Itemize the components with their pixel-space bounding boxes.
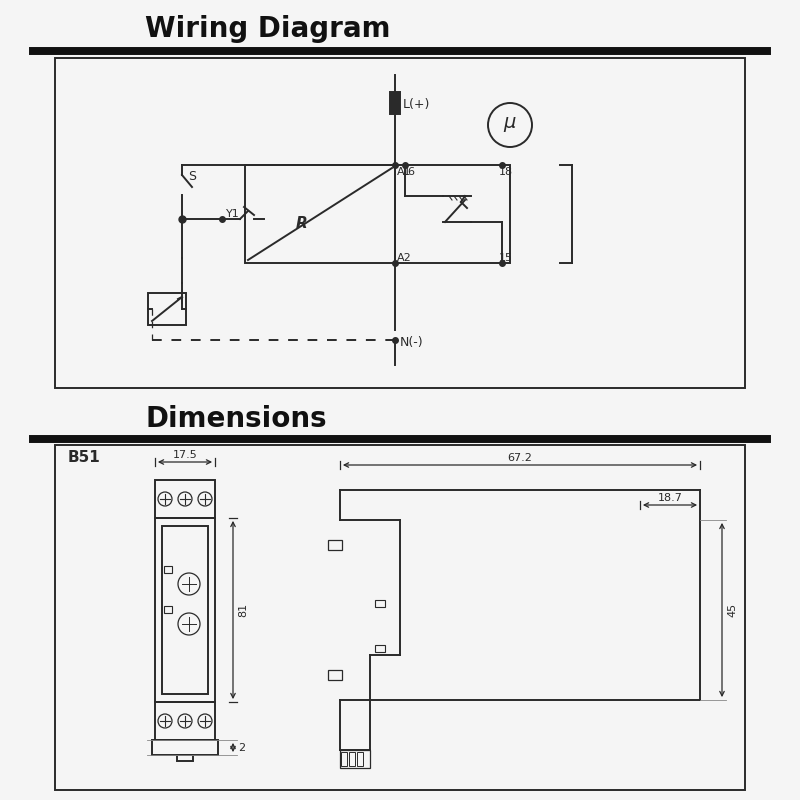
Bar (155, 480, 215, 518)
Bar (375, 645, 385, 652)
Text: S: S (188, 170, 196, 183)
Text: 67.2: 67.2 (507, 453, 533, 463)
Text: 45: 45 (727, 603, 737, 617)
Text: 81: 81 (238, 603, 248, 617)
Bar (155, 702, 215, 740)
Bar (395, 165, 510, 263)
Bar (340, 750, 370, 768)
Bar (390, 92, 400, 114)
Bar (357, 752, 363, 766)
Bar (55, 58, 745, 388)
Bar (55, 445, 745, 790)
Text: 17.5: 17.5 (173, 450, 198, 460)
Bar (328, 540, 342, 550)
Text: $\mu$: $\mu$ (503, 115, 517, 134)
Text: A2: A2 (397, 253, 412, 263)
Text: Wiring Diagram: Wiring Diagram (145, 15, 390, 43)
Text: L(+): L(+) (403, 98, 430, 111)
Bar (341, 752, 347, 766)
Bar (375, 600, 385, 607)
Bar (164, 606, 172, 613)
Bar (162, 526, 208, 694)
Text: 16: 16 (402, 167, 416, 177)
Bar (30, 48, 770, 54)
Text: Dimensions: Dimensions (145, 405, 326, 433)
Text: N(-): N(-) (400, 336, 424, 349)
Bar (245, 165, 395, 263)
Bar (155, 518, 215, 702)
Bar (164, 566, 172, 573)
Text: 18: 18 (499, 167, 513, 177)
Text: A1: A1 (397, 167, 412, 177)
Text: 18.7: 18.7 (658, 493, 682, 503)
Text: 15: 15 (499, 253, 513, 263)
Text: 2: 2 (238, 743, 245, 753)
Text: B51: B51 (68, 450, 101, 465)
Bar (152, 740, 218, 755)
Text: Y1: Y1 (226, 209, 240, 219)
Bar (148, 293, 186, 325)
Text: R: R (296, 217, 308, 231)
Bar (328, 670, 342, 680)
Bar (349, 752, 355, 766)
Bar (177, 755, 193, 761)
Bar (30, 436, 770, 442)
